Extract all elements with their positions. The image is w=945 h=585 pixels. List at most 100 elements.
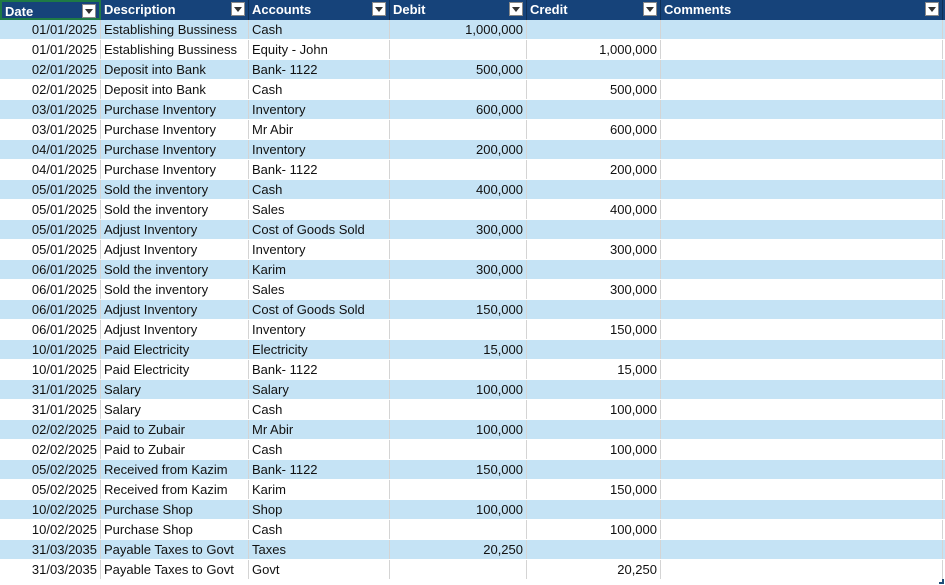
cell-date[interactable]: 05/01/2025 bbox=[0, 180, 101, 199]
cell-debit[interactable]: 150,000 bbox=[390, 300, 527, 319]
cell-description[interactable]: Deposit into Bank bbox=[101, 80, 249, 99]
cell-account[interactable]: Sales bbox=[249, 280, 390, 299]
cell-credit[interactable] bbox=[527, 460, 661, 479]
cell-date[interactable]: 05/01/2025 bbox=[0, 220, 101, 239]
cell-comments[interactable] bbox=[661, 380, 943, 399]
cell-description[interactable]: Payable Taxes to Govt bbox=[101, 540, 249, 559]
cell-debit[interactable]: 100,000 bbox=[390, 380, 527, 399]
cell-comments[interactable] bbox=[661, 320, 943, 339]
cell-comments[interactable] bbox=[661, 160, 943, 179]
cell-comments[interactable] bbox=[661, 460, 943, 479]
cell-description[interactable]: Adjust Inventory bbox=[101, 300, 249, 319]
cell-date[interactable]: 02/01/2025 bbox=[0, 80, 101, 99]
cell-description[interactable]: Paid to Zubair bbox=[101, 420, 249, 439]
cell-comments[interactable] bbox=[661, 300, 943, 319]
cell-description[interactable]: Payable Taxes to Govt bbox=[101, 560, 249, 579]
cell-credit[interactable] bbox=[527, 220, 661, 239]
cell-credit[interactable] bbox=[527, 500, 661, 519]
cell-comments[interactable] bbox=[661, 100, 943, 119]
cell-description[interactable]: Purchase Inventory bbox=[101, 160, 249, 179]
cell-credit[interactable]: 100,000 bbox=[527, 440, 661, 459]
cell-date[interactable]: 01/01/2025 bbox=[0, 20, 101, 39]
cell-date[interactable]: 06/01/2025 bbox=[0, 320, 101, 339]
cell-description[interactable]: Sold the inventory bbox=[101, 280, 249, 299]
cell-date[interactable]: 31/03/2035 bbox=[0, 560, 101, 579]
cell-account[interactable]: Cash bbox=[249, 520, 390, 539]
cell-comments[interactable] bbox=[661, 440, 943, 459]
cell-debit[interactable]: 15,000 bbox=[390, 340, 527, 359]
cell-description[interactable]: Paid to Zubair bbox=[101, 440, 249, 459]
cell-account[interactable]: Inventory bbox=[249, 240, 390, 259]
cell-date[interactable]: 31/03/2035 bbox=[0, 540, 101, 559]
cell-description[interactable]: Received from Kazim bbox=[101, 460, 249, 479]
cell-date[interactable]: 05/01/2025 bbox=[0, 240, 101, 259]
cell-debit[interactable]: 200,000 bbox=[390, 140, 527, 159]
cell-debit[interactable] bbox=[390, 320, 527, 339]
cell-date[interactable]: 06/01/2025 bbox=[0, 300, 101, 319]
header-accounts-cell[interactable]: Accounts bbox=[249, 0, 390, 20]
cell-description[interactable]: Purchase Shop bbox=[101, 520, 249, 539]
cell-debit[interactable]: 1,000,000 bbox=[390, 20, 527, 39]
cell-comments[interactable] bbox=[661, 200, 943, 219]
table-resize-handle-icon[interactable] bbox=[939, 579, 944, 584]
cell-comments[interactable] bbox=[661, 480, 943, 499]
cell-description[interactable]: Paid Electricity bbox=[101, 340, 249, 359]
cell-debit[interactable] bbox=[390, 240, 527, 259]
cell-credit[interactable]: 100,000 bbox=[527, 400, 661, 419]
cell-comments[interactable] bbox=[661, 500, 943, 519]
header-debit-cell[interactable]: Debit bbox=[390, 0, 527, 20]
cell-description[interactable]: Deposit into Bank bbox=[101, 60, 249, 79]
cell-date[interactable]: 05/01/2025 bbox=[0, 200, 101, 219]
cell-description[interactable]: Establishing Bussiness bbox=[101, 40, 249, 59]
filter-dropdown-icon[interactable] bbox=[925, 2, 939, 16]
cell-debit[interactable]: 300,000 bbox=[390, 220, 527, 239]
cell-account[interactable]: Cost of Goods Sold bbox=[249, 300, 390, 319]
cell-date[interactable]: 06/01/2025 bbox=[0, 260, 101, 279]
cell-credit[interactable] bbox=[527, 420, 661, 439]
cell-date[interactable]: 02/02/2025 bbox=[0, 440, 101, 459]
cell-credit[interactable] bbox=[527, 60, 661, 79]
cell-date[interactable]: 05/02/2025 bbox=[0, 480, 101, 499]
cell-credit[interactable]: 600,000 bbox=[527, 120, 661, 139]
cell-date[interactable]: 03/01/2025 bbox=[0, 120, 101, 139]
cell-description[interactable]: Purchase Shop bbox=[101, 500, 249, 519]
cell-debit[interactable] bbox=[390, 160, 527, 179]
cell-date[interactable]: 04/01/2025 bbox=[0, 160, 101, 179]
cell-date[interactable]: 04/01/2025 bbox=[0, 140, 101, 159]
cell-account[interactable]: Bank- 1122 bbox=[249, 60, 390, 79]
cell-account[interactable]: Sales bbox=[249, 200, 390, 219]
cell-debit[interactable] bbox=[390, 400, 527, 419]
cell-comments[interactable] bbox=[661, 120, 943, 139]
cell-credit[interactable] bbox=[527, 300, 661, 319]
cell-debit[interactable] bbox=[390, 80, 527, 99]
cell-debit[interactable]: 100,000 bbox=[390, 420, 527, 439]
cell-date[interactable]: 10/01/2025 bbox=[0, 360, 101, 379]
cell-comments[interactable] bbox=[661, 340, 943, 359]
cell-debit[interactable]: 600,000 bbox=[390, 100, 527, 119]
cell-account[interactable]: Salary bbox=[249, 380, 390, 399]
cell-comments[interactable] bbox=[661, 560, 943, 579]
cell-date[interactable]: 10/02/2025 bbox=[0, 520, 101, 539]
cell-debit[interactable] bbox=[390, 520, 527, 539]
cell-account[interactable]: Bank- 1122 bbox=[249, 160, 390, 179]
cell-credit[interactable]: 400,000 bbox=[527, 200, 661, 219]
cell-comments[interactable] bbox=[661, 220, 943, 239]
cell-description[interactable]: Establishing Bussiness bbox=[101, 20, 249, 39]
cell-date[interactable]: 05/02/2025 bbox=[0, 460, 101, 479]
cell-account[interactable]: Bank- 1122 bbox=[249, 360, 390, 379]
cell-account[interactable]: Cost of Goods Sold bbox=[249, 220, 390, 239]
cell-account[interactable]: Inventory bbox=[249, 100, 390, 119]
cell-account[interactable]: Karim bbox=[249, 480, 390, 499]
cell-description[interactable]: Adjust Inventory bbox=[101, 240, 249, 259]
cell-credit[interactable]: 150,000 bbox=[527, 320, 661, 339]
cell-credit[interactable]: 300,000 bbox=[527, 280, 661, 299]
cell-description[interactable]: Salary bbox=[101, 400, 249, 419]
cell-date[interactable]: 10/01/2025 bbox=[0, 340, 101, 359]
cell-comments[interactable] bbox=[661, 520, 943, 539]
cell-credit[interactable] bbox=[527, 340, 661, 359]
cell-comments[interactable] bbox=[661, 360, 943, 379]
cell-date[interactable]: 02/01/2025 bbox=[0, 60, 101, 79]
cell-description[interactable]: Sold the inventory bbox=[101, 200, 249, 219]
header-date-cell[interactable]: Date bbox=[0, 0, 101, 20]
cell-description[interactable]: Salary bbox=[101, 380, 249, 399]
